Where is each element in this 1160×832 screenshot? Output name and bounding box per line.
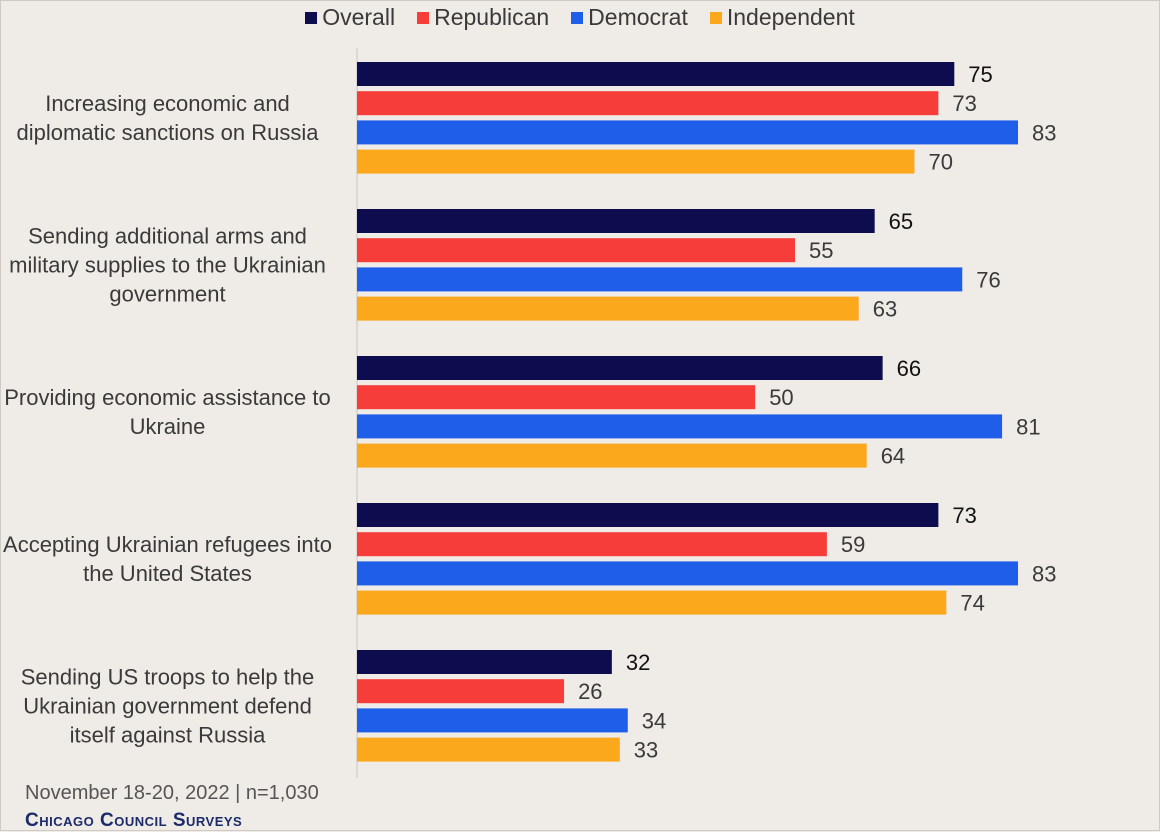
bar-independent: [357, 590, 947, 615]
category-label: Providing economic assistance to Ukraine: [4, 384, 331, 439]
data-label: 59: [841, 532, 865, 557]
data-label: 75: [968, 62, 992, 87]
bar-republican: [357, 679, 565, 704]
bar-independent: [357, 149, 915, 174]
bar-chart: 75 73 83 70 65 55 76 63 66 50 81 64 73 59 83 74 32 26 34 33: [356, 48, 1056, 778]
data-label: 32: [626, 650, 650, 675]
category-label: Increasing economic and diplomatic sanct…: [16, 90, 319, 145]
bar-democrat: [357, 561, 1019, 586]
bar-overall: [357, 503, 939, 527]
legend-item-democrat: Democrat: [571, 4, 688, 31]
legend-label: Democrat: [588, 4, 688, 30]
legend-swatch: [709, 11, 722, 24]
legend-item-independent: Independent: [709, 4, 855, 31]
bar-independent: [357, 443, 867, 468]
data-label: 73: [952, 503, 976, 528]
data-label: 65: [889, 209, 913, 234]
bar-democrat: [357, 267, 963, 292]
survey-note: November 18-20, 2022 | n=1,030: [25, 782, 319, 804]
chart-legend: Overall Republican Democrat Independent: [0, 4, 1160, 31]
legend-label: Republican: [434, 4, 550, 30]
data-label: 50: [769, 385, 793, 410]
bar-democrat: [357, 414, 1003, 439]
data-label: 73: [952, 91, 976, 116]
bar-independent: [357, 296, 859, 321]
bar-overall: [357, 62, 955, 86]
legend-label: Overall: [322, 4, 396, 30]
legend-swatch: [305, 11, 318, 24]
data-label: 70: [928, 150, 952, 175]
legend-swatch: [417, 11, 430, 24]
data-label: 33: [634, 738, 658, 763]
bar-democrat: [357, 708, 628, 733]
data-label: 64: [881, 444, 905, 469]
brand-logo-text: Chicago Council Surveys: [25, 810, 243, 831]
data-label: 26: [578, 679, 602, 704]
data-label: 74: [960, 591, 984, 616]
data-label: 55: [809, 238, 833, 263]
bar-overall: [357, 209, 875, 233]
category-label: Accepting Ukrainian refugees into the Un…: [3, 531, 332, 586]
bar-democrat: [357, 120, 1019, 145]
bar-republican: [357, 385, 756, 410]
bar-republican: [357, 532, 827, 557]
legend-item-republican: Republican: [417, 4, 549, 31]
legend-item-overall: Overall: [305, 4, 395, 31]
data-label: 81: [1016, 414, 1040, 439]
legend-label: Independent: [726, 4, 855, 30]
category-label: Sending US troops to help the Ukrainian …: [20, 664, 315, 748]
bar-independent: [357, 737, 620, 762]
bar-republican: [357, 238, 796, 263]
bar-republican: [357, 91, 939, 116]
bar-overall: [357, 356, 883, 380]
data-label: 34: [642, 708, 666, 733]
data-label: 63: [873, 297, 897, 322]
data-label: 83: [1032, 561, 1056, 586]
category-label: Sending additional arms and military sup…: [9, 223, 326, 307]
bar-overall: [357, 650, 612, 674]
data-label: 76: [976, 267, 1000, 292]
data-label: 66: [897, 356, 921, 381]
data-label: 83: [1032, 120, 1056, 145]
legend-swatch: [571, 11, 584, 24]
